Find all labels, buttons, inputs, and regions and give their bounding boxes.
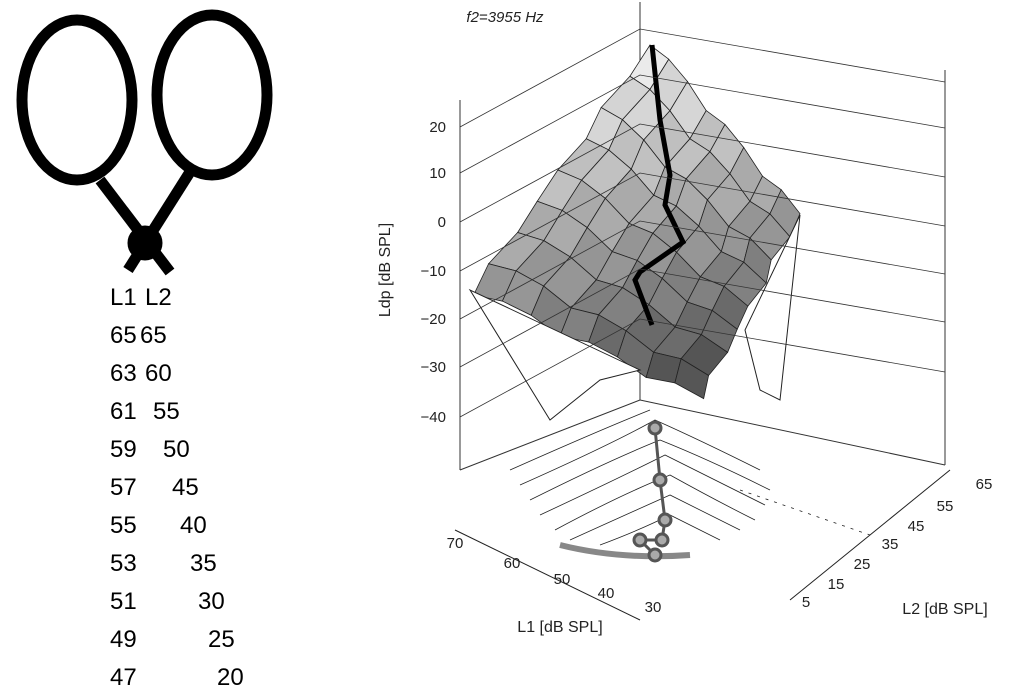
table-cell: 50 xyxy=(163,436,190,463)
table-cell: 25 xyxy=(208,626,235,653)
table-cell: 49 xyxy=(110,626,137,653)
figure: 20100−10−20−30−4070605040305152535455565… xyxy=(0,0,1014,689)
table-cell: 45 xyxy=(172,474,199,501)
table-cell: 65 xyxy=(110,322,137,349)
z-tick-label: −30 xyxy=(421,359,446,376)
x-tick-label: 70 xyxy=(447,535,464,552)
table-header: L2 xyxy=(145,284,172,311)
table-cell: 47 xyxy=(110,664,137,689)
x-tick-label: 30 xyxy=(645,599,662,616)
x-tick-label: 50 xyxy=(554,571,571,588)
table-cell: 63 xyxy=(110,360,137,387)
z-axis-label: Ldp [dB SPL] xyxy=(377,223,394,317)
x-axis-label: L1 [dB SPL] xyxy=(517,619,602,636)
table-cell: 20 xyxy=(217,664,244,689)
z-tick-label: 10 xyxy=(429,165,446,182)
floor-contours xyxy=(510,410,870,556)
table-cell: 59 xyxy=(110,436,137,463)
x-tick-label: 40 xyxy=(598,585,615,602)
table-cell: 55 xyxy=(153,398,180,425)
table-header: L1 xyxy=(110,284,137,311)
z-tick-label: 0 xyxy=(438,214,446,231)
table-cell: 35 xyxy=(190,550,217,577)
y-tick-label: 65 xyxy=(976,476,993,493)
table-cell: 51 xyxy=(110,588,137,615)
y-tick-label: 55 xyxy=(937,498,954,515)
x-tick-label: 60 xyxy=(504,555,521,572)
z-tick-label: −10 xyxy=(421,263,446,280)
table-cell: 65 xyxy=(140,322,167,349)
page: {"table": {"header": ["L1", "L2"], "rows… xyxy=(0,0,1014,689)
table-cell: 57 xyxy=(110,474,137,501)
y-tick-label: 5 xyxy=(802,594,810,611)
table-cell: 60 xyxy=(145,360,172,387)
surface xyxy=(470,45,800,420)
table-cell: 55 xyxy=(110,512,137,539)
plot-title: f2=3955 Hz xyxy=(466,9,544,26)
z-tick-label: 20 xyxy=(429,119,446,136)
probe-icon xyxy=(22,15,267,272)
table-cell: 40 xyxy=(180,512,207,539)
table-cell: 61 xyxy=(110,398,137,425)
y-tick-label: 15 xyxy=(828,576,845,593)
z-tick-label: −20 xyxy=(421,311,446,328)
z-tick-label: −40 xyxy=(421,409,446,426)
y-tick-label: 45 xyxy=(908,518,925,535)
table-cell: 53 xyxy=(110,550,137,577)
y-tick-label: 35 xyxy=(882,536,899,553)
table-cell: 30 xyxy=(198,588,225,615)
y-axis-label: L2 [dB SPL] xyxy=(902,601,987,618)
y-tick-label: 25 xyxy=(854,556,871,573)
